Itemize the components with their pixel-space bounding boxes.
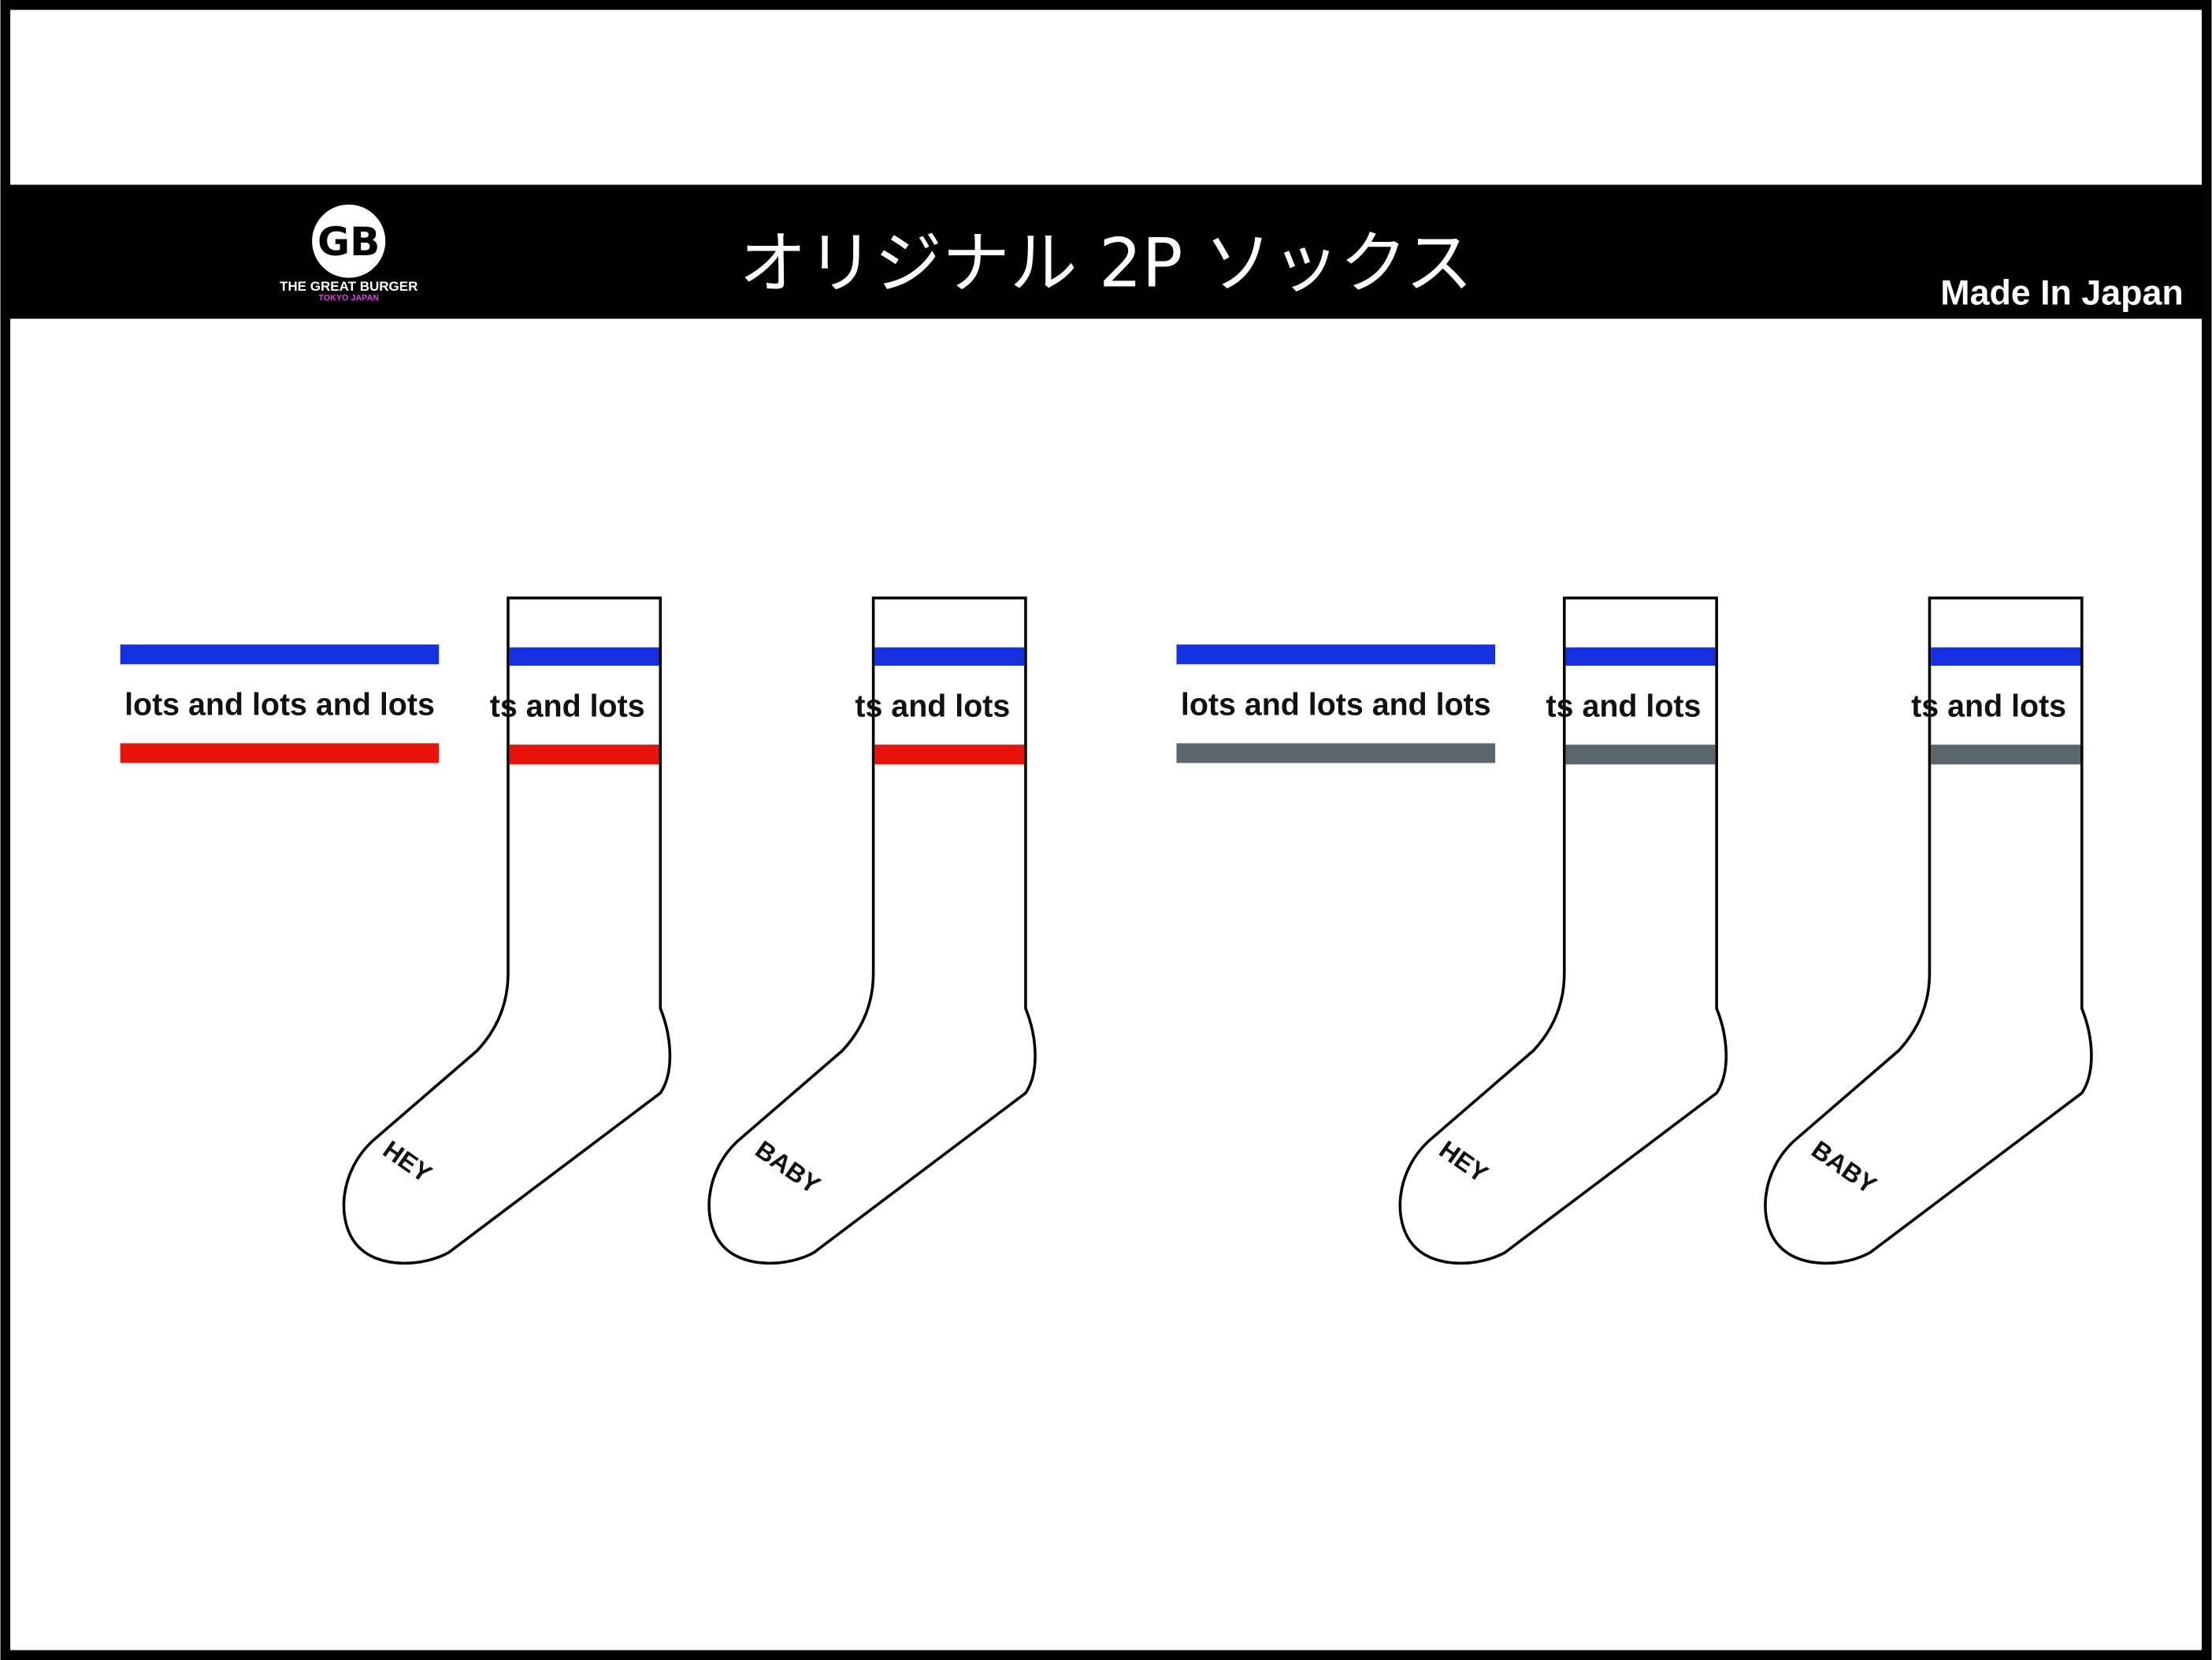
logo-initials: GB — [317, 218, 380, 265]
logo-circle — [312, 204, 386, 278]
logo-sub: TOKYO JAPAN — [318, 293, 379, 303]
blue-stripe — [120, 644, 440, 665]
band-text: lots and lots and lots — [124, 688, 435, 722]
blue-stripe — [1176, 644, 1496, 665]
blue-stripe — [874, 647, 1025, 666]
gray-stripe — [1176, 743, 1496, 763]
page-title: オリジナル 2P ソックス — [739, 224, 1473, 303]
band-swatch-red: lots and lots and lots — [120, 644, 440, 763]
accent-stripe — [509, 745, 659, 765]
red-stripe — [120, 743, 440, 763]
socks: ts and lots HEY ts and lots BABY ts and … — [342, 596, 2093, 1265]
sock-1-2: ts and lots BABY — [707, 596, 1037, 1265]
blue-stripe — [509, 647, 659, 666]
sock-2-1: ts and lots HEY — [1398, 596, 1728, 1265]
blue-stripe — [1565, 647, 1716, 666]
band-text: ts and lots — [1546, 689, 1702, 723]
band-swatch-gray: lots and lots and lots — [1176, 644, 1496, 763]
accent-stripe — [1565, 745, 1716, 765]
band-text: ts and lots — [490, 689, 645, 723]
band-text: ts and lots — [1911, 689, 2066, 723]
band-text: lots and lots and lots — [1181, 688, 1491, 722]
accent-stripe — [1931, 745, 2080, 765]
brand-logo: GB THE GREAT BURGER TOKYO JAPAN — [280, 204, 418, 303]
sock-2-2: ts and lots BABY — [1764, 596, 2093, 1265]
accent-stripe — [874, 745, 1025, 765]
made-in-japan: Made In Japan — [1940, 273, 2183, 313]
band-text: ts and lots — [855, 689, 1010, 723]
blue-stripe — [1931, 647, 2080, 666]
sock-1-1: ts and lots HEY — [342, 596, 672, 1265]
logo-name: THE GREAT BURGER — [280, 279, 418, 294]
